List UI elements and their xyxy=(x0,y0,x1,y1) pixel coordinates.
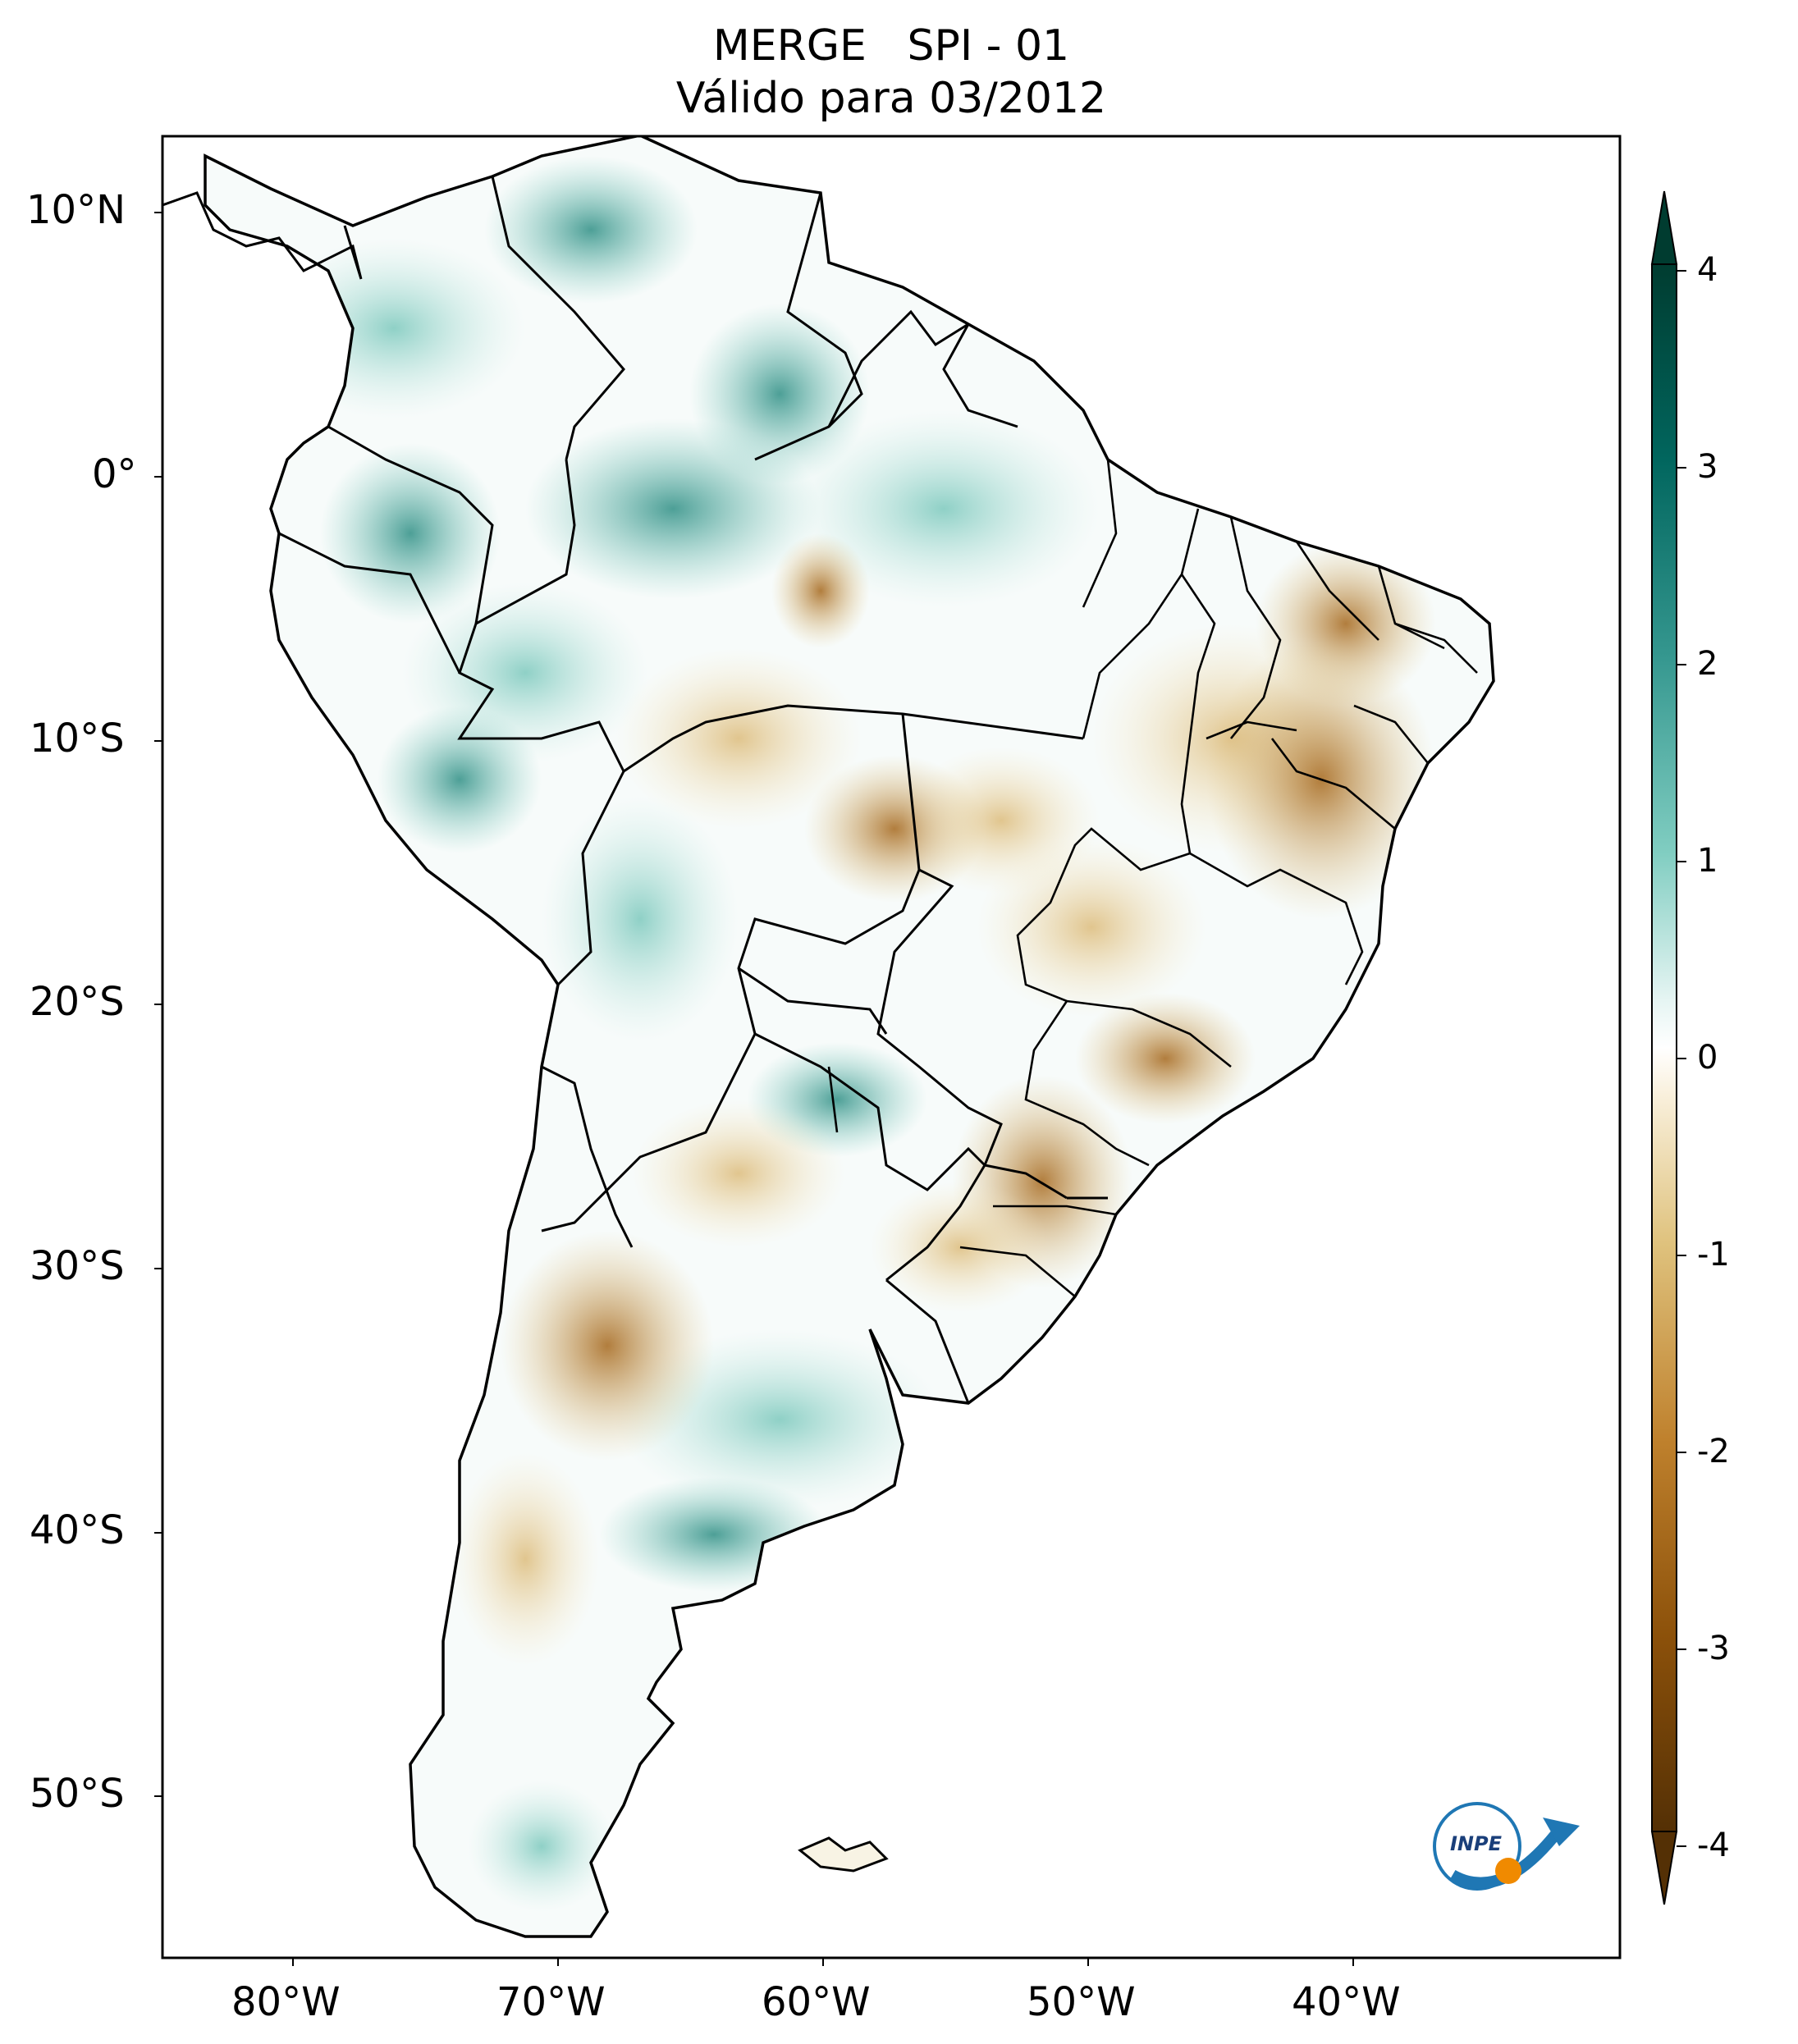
state-borders xyxy=(827,459,1478,1297)
colorbar-label-minus1: -1 xyxy=(1697,1236,1730,1273)
lat-label-0: 0° xyxy=(92,451,137,497)
country-borders xyxy=(278,176,1108,1913)
lat-label-40s: 40°S xyxy=(30,1507,125,1553)
inpe-logo-text: INPE xyxy=(1450,1832,1502,1855)
map-title: MERGE SPI - 01 xyxy=(712,21,1070,71)
colorbar-label-minus2: -2 xyxy=(1697,1433,1730,1470)
colorbar-label-0: 0 xyxy=(1697,1039,1718,1077)
lat-label-20s: 20°S xyxy=(30,979,125,1025)
lat-label-30s: 30°S xyxy=(30,1243,125,1289)
colorbar-label-4: 4 xyxy=(1697,251,1718,289)
colorbar-extend-min xyxy=(1650,1831,1678,1905)
lon-label-40w: 40°W xyxy=(1292,1979,1401,2025)
colorbar-gradient xyxy=(1651,263,1677,1832)
colorbar-label-minus4: -4 xyxy=(1697,1827,1730,1864)
colorbar-label-1: 1 xyxy=(1697,842,1718,880)
coastline xyxy=(204,136,1495,1938)
inpe-logo xyxy=(1433,1802,1580,1891)
colorbar-ticks xyxy=(1677,270,1686,1847)
lat-label-10s: 10°S xyxy=(30,716,125,761)
lat-label-50s: 50°S xyxy=(30,1771,125,1817)
falkland-islands xyxy=(798,1836,889,1873)
plot-frame xyxy=(161,135,1622,1959)
lat-label-10n: 10°N xyxy=(26,187,126,233)
lon-label-60w: 60°W xyxy=(762,1979,871,2025)
axis-ticks xyxy=(154,212,1354,1966)
spi-field xyxy=(162,136,1495,1938)
colorbar-label-3: 3 xyxy=(1697,448,1718,486)
colorbar-extend-max xyxy=(1650,190,1678,265)
colorbar xyxy=(1650,190,1686,1905)
lon-label-70w: 70°W xyxy=(496,1979,606,2025)
colorbar-label-2: 2 xyxy=(1697,645,1718,683)
lon-label-50w: 50°W xyxy=(1027,1979,1136,2025)
colorbar-label-minus3: -3 xyxy=(1697,1630,1730,1667)
lon-label-80w: 80°W xyxy=(231,1979,341,2025)
map-subtitle: Válido para 03/2012 xyxy=(675,74,1107,123)
central-america-outline xyxy=(162,191,363,280)
